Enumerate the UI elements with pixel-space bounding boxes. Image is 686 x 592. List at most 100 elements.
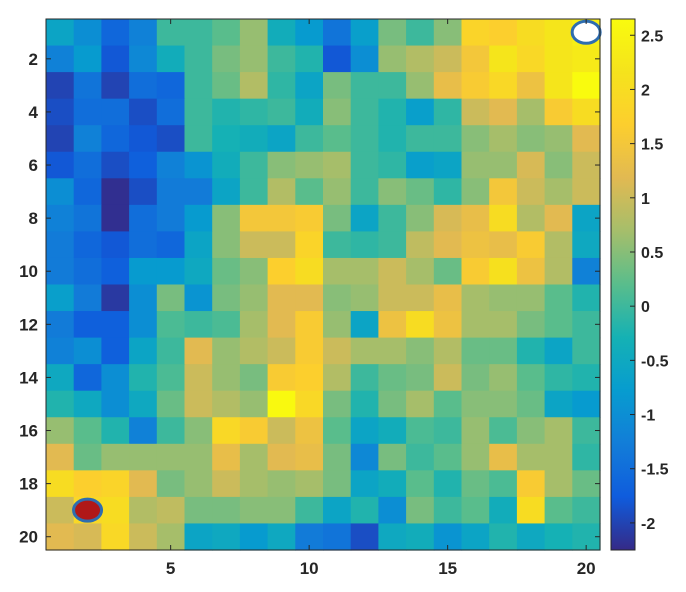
x-tick-label: 10 bbox=[300, 559, 319, 578]
heatmap-cell bbox=[101, 19, 130, 47]
heatmap-cell bbox=[212, 178, 241, 206]
heatmap-cell bbox=[73, 204, 102, 232]
heatmap-cell bbox=[239, 98, 269, 126]
heatmap-cell bbox=[46, 231, 75, 259]
heatmap-cell bbox=[516, 284, 546, 312]
heatmap-cell bbox=[295, 151, 324, 179]
heatmap-cell bbox=[544, 125, 573, 153]
heatmap-cell bbox=[184, 178, 213, 206]
heatmap-cell bbox=[433, 443, 463, 471]
heatmap-cell bbox=[239, 496, 269, 525]
heatmap-cell bbox=[544, 231, 573, 259]
heatmap-cell bbox=[378, 19, 407, 47]
heatmap-cell bbox=[239, 19, 269, 47]
heatmap-cell bbox=[295, 443, 324, 471]
heatmap-cell bbox=[101, 390, 130, 418]
heatmap-cell bbox=[295, 72, 324, 100]
colorbar-tick-label: 0.5 bbox=[641, 245, 663, 262]
heatmap-cell bbox=[489, 204, 518, 232]
heatmap-cell bbox=[406, 98, 435, 126]
heatmap-cell bbox=[129, 151, 158, 179]
heatmap-cell bbox=[544, 417, 573, 445]
heatmap-cell bbox=[184, 337, 213, 365]
heatmap-cell bbox=[73, 284, 102, 312]
heatmap-cell bbox=[129, 364, 158, 392]
heatmap-cell bbox=[73, 98, 102, 126]
heatmap-cell bbox=[350, 72, 379, 100]
heatmap-cell bbox=[156, 204, 186, 232]
heatmap-cell bbox=[267, 125, 296, 153]
heatmap-cell bbox=[46, 284, 75, 312]
heatmap-cell bbox=[433, 390, 463, 418]
heatmap-cell bbox=[378, 364, 407, 392]
heatmap-cell bbox=[295, 178, 324, 206]
heatmap-cell bbox=[129, 257, 158, 286]
heatmap-cell bbox=[239, 231, 269, 259]
heatmap-cell bbox=[350, 443, 379, 471]
heatmap-cell bbox=[129, 496, 158, 525]
heatmap-cell bbox=[350, 98, 379, 126]
heatmap-cell bbox=[323, 178, 352, 206]
heatmap-cell bbox=[295, 364, 324, 392]
heatmap-cell bbox=[267, 45, 296, 73]
colorbar-tick-label: 2 bbox=[641, 82, 650, 99]
heatmap-cell bbox=[572, 125, 601, 153]
y-tick-label: 20 bbox=[19, 528, 38, 547]
heatmap-cell bbox=[406, 257, 435, 286]
heatmap-cell bbox=[239, 72, 269, 100]
colorbar-tick-label: 1.5 bbox=[641, 137, 663, 154]
heatmap-cell bbox=[267, 311, 296, 339]
heatmap-cell bbox=[378, 390, 407, 418]
heatmap-cell bbox=[184, 470, 213, 498]
heatmap-cell bbox=[489, 257, 518, 286]
heatmap-cell bbox=[544, 337, 573, 365]
colorbar-tick-label: -1 bbox=[641, 408, 655, 425]
heatmap-cell bbox=[544, 470, 573, 498]
heatmap-cell bbox=[267, 364, 296, 392]
colorbar-tick-label: 2.5 bbox=[641, 28, 663, 45]
heatmap-cell bbox=[461, 19, 490, 47]
heatmap-cell bbox=[101, 443, 130, 471]
heatmap-cell bbox=[129, 98, 158, 126]
heatmap-cell bbox=[378, 470, 407, 498]
heatmap-cell bbox=[323, 125, 352, 153]
heatmap-cell bbox=[489, 470, 518, 498]
heatmap-cell bbox=[461, 284, 490, 312]
x-tick-label: 5 bbox=[166, 559, 175, 578]
heatmap-cell bbox=[406, 19, 435, 47]
heatmap-cell bbox=[212, 151, 241, 179]
heatmap-cell bbox=[212, 443, 241, 471]
marker-start bbox=[72, 497, 104, 523]
heatmap-cell bbox=[461, 496, 490, 525]
heatmap-cell bbox=[212, 72, 241, 100]
heatmap-cell bbox=[350, 523, 379, 551]
heatmap-cell bbox=[156, 231, 186, 259]
heatmap-cell bbox=[184, 98, 213, 126]
heatmap-cell bbox=[101, 178, 130, 206]
heatmap-cell bbox=[212, 125, 241, 153]
heatmap-cell bbox=[295, 417, 324, 445]
heatmap-cell bbox=[572, 284, 601, 312]
heatmap-cell bbox=[295, 311, 324, 339]
heatmap-cell bbox=[129, 311, 158, 339]
heatmap-cell bbox=[544, 178, 573, 206]
colorbar-tick-label: -0.5 bbox=[641, 353, 669, 370]
heatmap-cell bbox=[101, 523, 130, 551]
heatmap-cell bbox=[73, 257, 102, 286]
heatmap-cell bbox=[516, 151, 546, 179]
heatmap-cell bbox=[184, 390, 213, 418]
heatmap-cell bbox=[489, 178, 518, 206]
heatmap-cell bbox=[461, 470, 490, 498]
heatmap-cell bbox=[267, 496, 296, 525]
heatmap-cell bbox=[46, 390, 75, 418]
heatmap-cell bbox=[544, 311, 573, 339]
heatmap-cell bbox=[323, 364, 352, 392]
heatmap-cell bbox=[323, 19, 352, 47]
heatmap-cell bbox=[378, 231, 407, 259]
heatmap-cell bbox=[101, 151, 130, 179]
heatmap-cell bbox=[267, 443, 296, 471]
heatmap-cell bbox=[350, 19, 379, 47]
heatmap-cell bbox=[323, 470, 352, 498]
colorbar-tick-label: -1.5 bbox=[641, 462, 669, 479]
colorbar-tick-label: 0 bbox=[641, 299, 650, 316]
